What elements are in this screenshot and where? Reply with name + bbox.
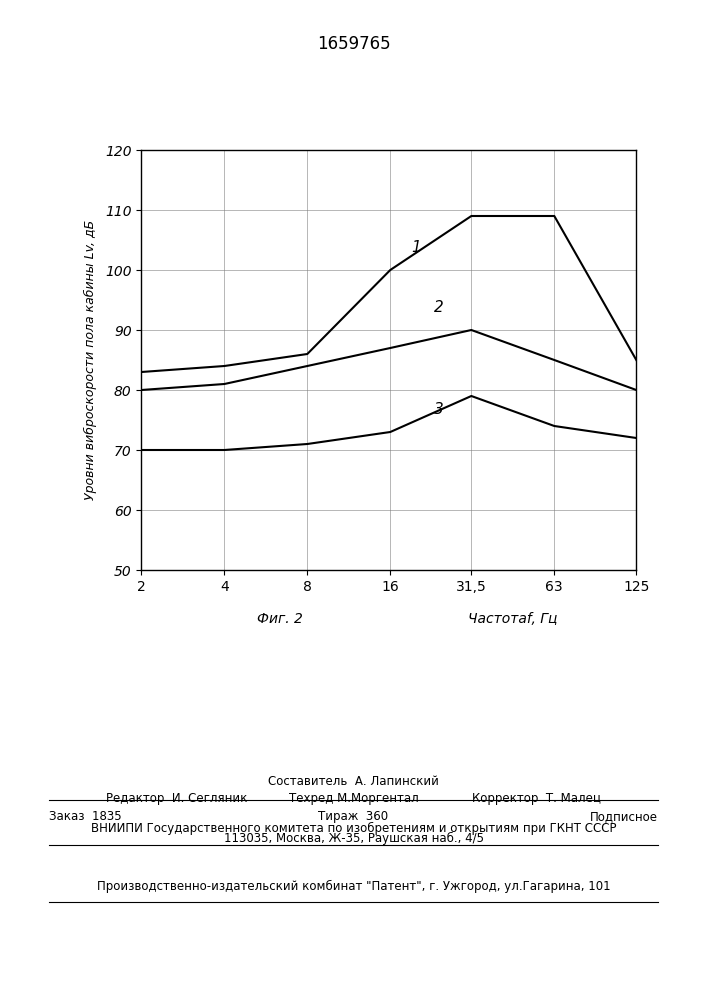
Text: Техред М.Моргентал: Техред М.Моргентал — [288, 792, 419, 805]
Text: 1659765: 1659765 — [317, 35, 390, 53]
Y-axis label: Уровни виброскорости пола кабины Lv, дБ: Уровни виброскорости пола кабины Lv, дБ — [83, 220, 97, 500]
Text: Производственно-издательский комбинат "Патент", г. Ужгород, ул.Гагарина, 101: Производственно-издательский комбинат "П… — [97, 880, 610, 893]
Text: Фиг. 2: Фиг. 2 — [257, 612, 303, 626]
Text: Подписное: Подписное — [590, 810, 658, 823]
Text: Заказ  1835: Заказ 1835 — [49, 810, 122, 823]
Text: 113035, Москва, Ж-35, Раушская наб., 4/5: 113035, Москва, Ж-35, Раушская наб., 4/5 — [223, 832, 484, 845]
Text: Корректор  Т. Малец: Корректор Т. Малец — [472, 792, 601, 805]
Text: 3: 3 — [433, 402, 443, 417]
Text: Составитель  А. Лапинский: Составитель А. Лапинский — [268, 775, 439, 788]
Text: Редактор  И. Сегляник: Редактор И. Сегляник — [106, 792, 247, 805]
Text: Частотаf, Гц: Частотаf, Гц — [468, 612, 557, 626]
Text: Тираж  360: Тираж 360 — [318, 810, 389, 823]
Text: 2: 2 — [433, 300, 443, 315]
Text: 1: 1 — [411, 240, 421, 255]
Text: ВНИИПИ Государственного комитета по изобретениям и открытиям при ГКНТ СССР: ВНИИПИ Государственного комитета по изоб… — [90, 822, 617, 835]
